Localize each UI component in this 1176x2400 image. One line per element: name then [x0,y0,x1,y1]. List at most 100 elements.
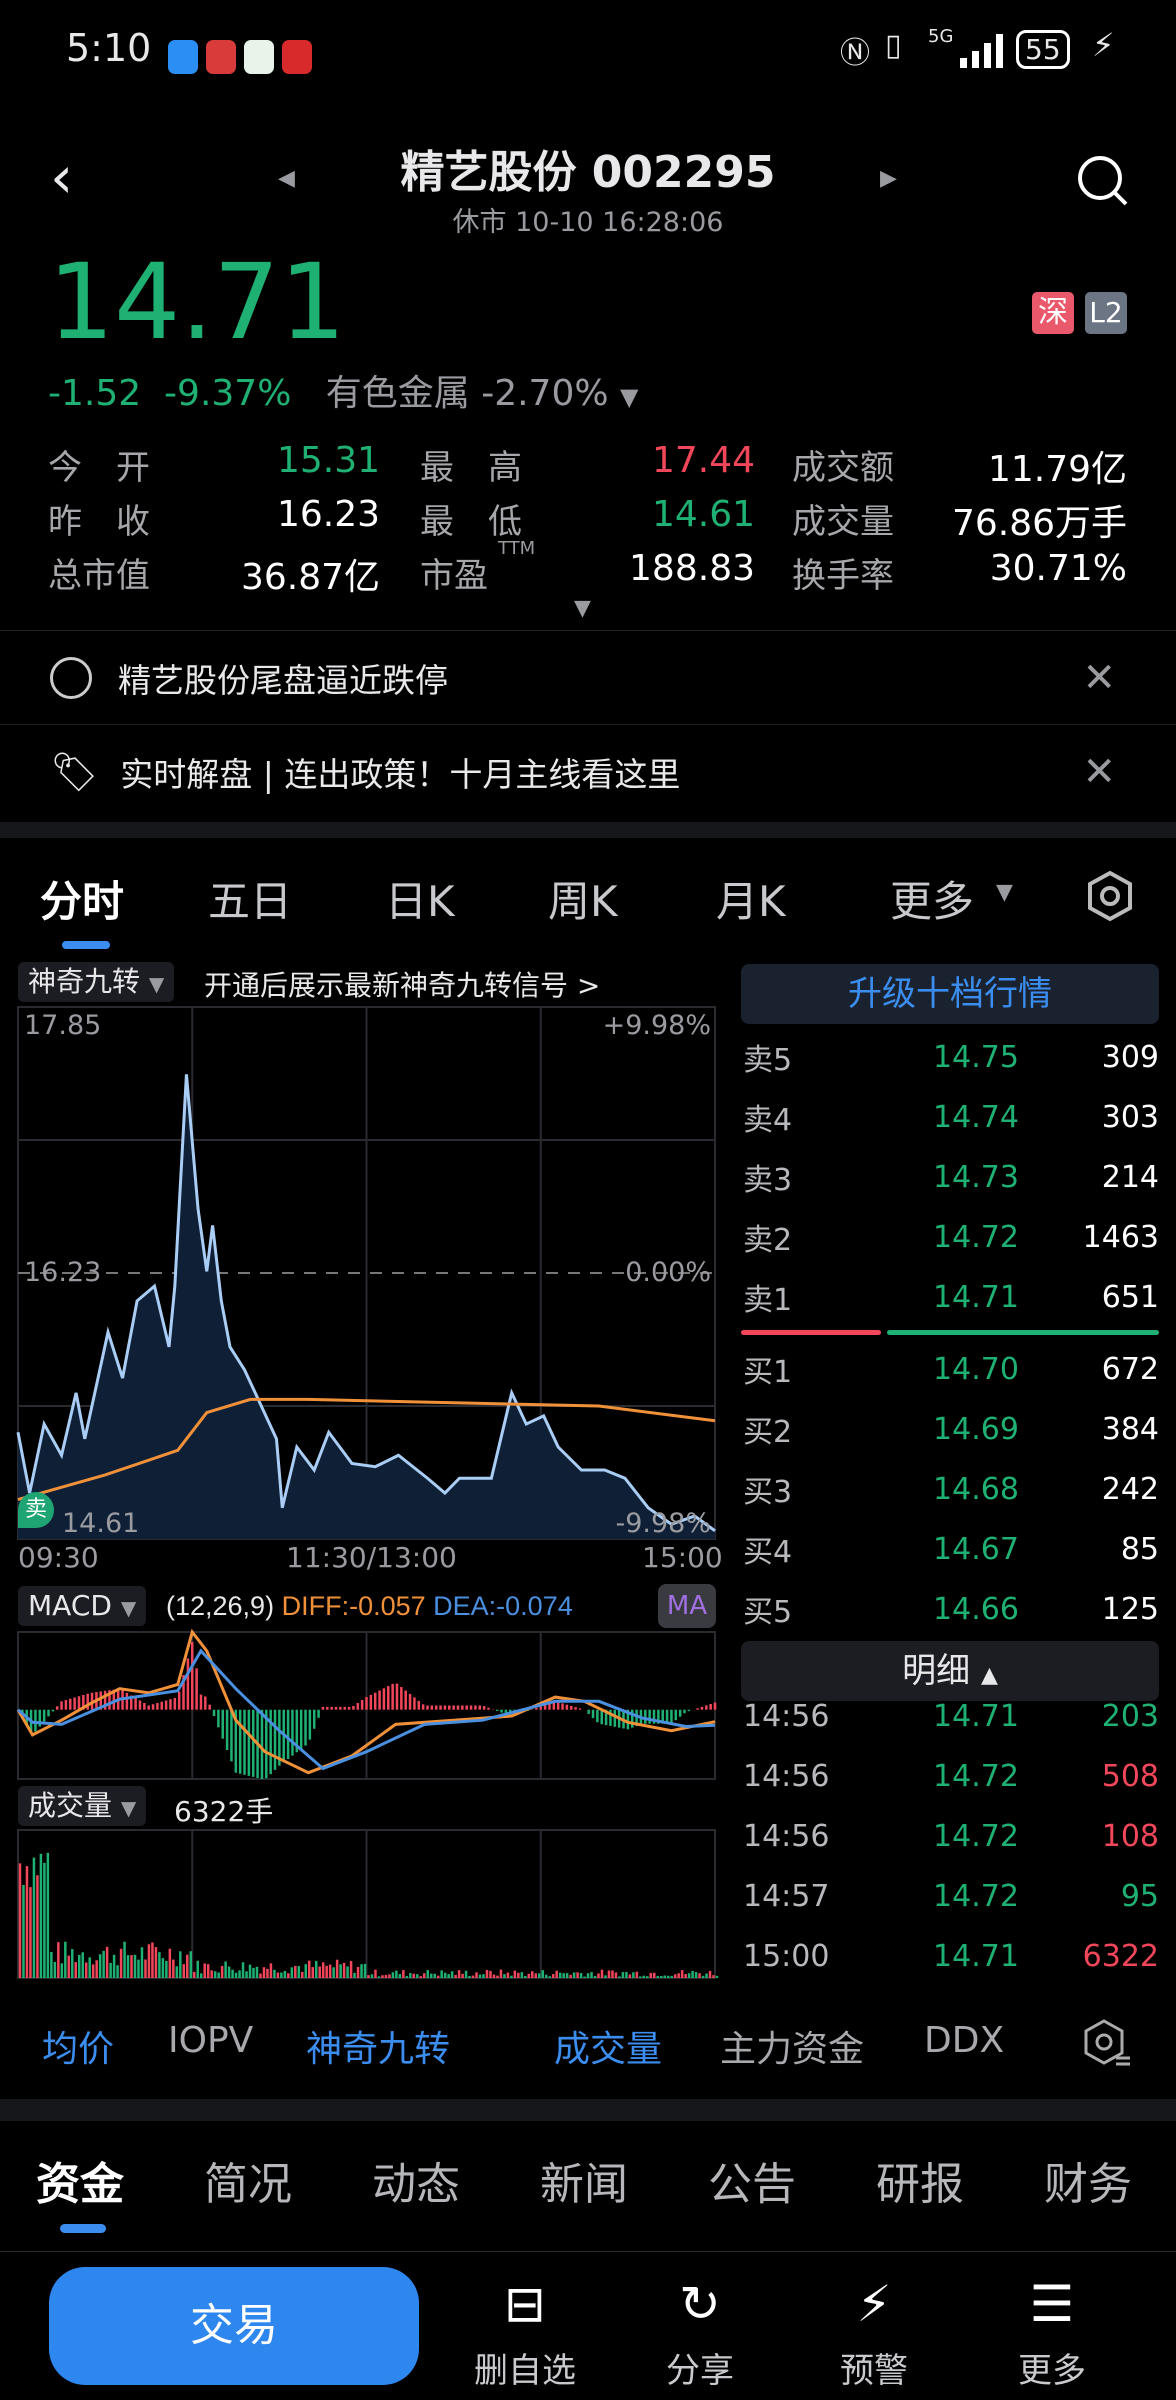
dea-line [17,1648,716,1771]
action-remove-watchlist[interactable]: ⊟ 删自选 [455,2275,595,2392]
close-icon[interactable]: ✕ [1082,655,1116,701]
sector-link[interactable]: 有色金属 -2.70% ▼ [326,373,639,414]
tab-3[interactable]: 周K [548,877,618,926]
indicator-dropdown[interactable]: 神奇九转 ▼ [18,962,175,1002]
bid-row[interactable]: 买5 14.66 125 [741,1579,1159,1639]
prev-stock-button[interactable]: ◀ [278,166,295,191]
tab-2[interactable]: 日K [385,877,455,926]
row-price: 14.71 [933,1698,1019,1734]
row-label: 买4 [743,1535,793,1570]
alert-icon: ⚡ [856,2275,892,2333]
section-gap [0,822,1176,838]
volume-dropdown[interactable]: 成交量 ▼ [18,1786,147,1826]
market-status: 休市 10-10 16:28:06 [452,207,724,238]
vibrate-icon: ▯ [885,28,902,63]
search-icon [1078,156,1128,206]
next-stock-button[interactable]: ▶ [880,166,897,191]
info-tab-0[interactable]: 资金 [36,2159,124,2210]
stat-label: 成交额 [792,448,894,488]
status-bar: 5:10 Ⓝ ▯ 5G 55 ⚡ [0,22,1176,78]
back-button[interactable]: ‹ [50,143,74,211]
action-more[interactable]: ☰ 更多 [982,2275,1122,2392]
caret-up-icon: ▲ [980,1663,998,1688]
current-price: 14.71 [48,241,346,363]
stat-value: 76.86万手 [951,503,1127,544]
macd-label: MACD [28,1589,112,1622]
upgrade-level2-button[interactable]: 升级十档行情 [741,964,1159,1024]
action-alert[interactable]: ⚡ 预警 [804,2275,944,2392]
x-label-mid: 11:30/13:00 [286,1541,457,1574]
intraday-chart[interactable] [0,1000,730,2000]
chart-settings-button[interactable] [1084,870,1136,922]
row-volume: 309 [1101,1039,1159,1075]
ask-row[interactable]: 卖1 14.71 651 [741,1267,1159,1327]
price-change: -1.52 [48,373,142,414]
tab-1[interactable]: 五日 [208,877,293,926]
charging-icon: ⚡ [1092,26,1115,64]
tab-4[interactable]: 月K [716,877,786,926]
row-price: 14.72 [933,1818,1019,1854]
change-row: -1.52 -9.37% 有色金属 -2.70% ▼ [48,364,639,416]
divider [0,724,1176,725]
bid-row[interactable]: 买3 14.68 242 [741,1459,1159,1519]
row-label: 买1 [743,1355,793,1390]
action-label: 更多 [1018,2351,1086,2391]
bid-ratio-bar [887,1330,1159,1335]
notice-row[interactable]: 精艺股份尾盘逼近跌停 ✕ [0,632,1176,724]
ask-row[interactable]: 卖2 14.72 1463 [741,1207,1159,1267]
info-tab-5[interactable]: 研报 [876,2159,964,2210]
sell-signal-marker[interactable]: 卖 [18,1492,54,1528]
promo-link[interactable]: 开通后展示最新神奇九转信号 > [204,969,601,1002]
row-price: 14.68 [933,1471,1019,1507]
tick-row[interactable]: 14:56 14.72 108 [741,1806,1159,1866]
info-tab-3[interactable]: 新闻 [540,2159,628,2210]
stat-label: 今 开 [48,448,150,488]
indicator-tab-2[interactable]: 神奇九转 [306,2029,451,2070]
indicator-tab-3[interactable]: 成交量 [554,2029,663,2070]
notice-row[interactable]: 🏷 实时解盘 | 连出政策！十月主线看这里 ✕ [0,726,1176,818]
info-tab-6[interactable]: 财务 [1044,2159,1132,2210]
stat-value: 17.44 [651,440,755,481]
tick-row[interactable]: 14:56 14.71 203 [741,1686,1159,1746]
info-tab-1[interactable]: 简况 [204,2159,292,2210]
row-volume: 214 [1101,1159,1159,1195]
row-label: 14:56 [743,1818,830,1854]
ask-row[interactable]: 卖5 14.75 309 [741,1027,1159,1087]
close-icon[interactable]: ✕ [1082,749,1116,795]
macd-diff: DIFF:-0.057 [281,1591,426,1621]
indicator-tab-1[interactable]: IOPV [168,2020,254,2061]
tick-row[interactable]: 14:56 14.72 508 [741,1746,1159,1806]
indicator-tab-5[interactable]: DDX [924,2020,1005,2061]
tick-row[interactable]: 15:00 14.71 6322 [741,1926,1159,1986]
info-tab-4[interactable]: 公告 [708,2159,796,2210]
row-price: 14.75 [933,1039,1019,1075]
ask-row[interactable]: 卖4 14.74 303 [741,1087,1159,1147]
row-price: 14.73 [933,1159,1019,1195]
battery-icon: 55 [1016,30,1070,69]
bid-row[interactable]: 买2 14.69 384 [741,1399,1159,1459]
detail-toggle[interactable]: 明细 ▲ [741,1641,1159,1701]
bid-row[interactable]: 买4 14.67 85 [741,1519,1159,1579]
expand-stats-icon[interactable]: ▼ [574,596,591,621]
info-tab-2[interactable]: 动态 [372,2159,460,2210]
action-share[interactable]: ↻ 分享 [630,2275,770,2392]
rotate-chart-button[interactable]: MA [658,1584,716,1628]
row-volume: 303 [1101,1099,1159,1135]
tab-5[interactable]: 更多 [890,877,975,926]
indicator-tab-0[interactable]: 均价 [42,2029,115,2070]
stat-sup: TTM [498,538,536,559]
indicator-settings-button[interactable] [1082,2018,1132,2068]
macd-dropdown[interactable]: MACD ▼ [18,1586,147,1626]
trade-button[interactable]: 交易 [49,2267,419,2385]
macd-dea: DEA:-0.074 [433,1591,573,1621]
stat-value: 14.61 [651,494,755,535]
indicator-label: 神奇九转 [28,965,141,998]
search-button[interactable] [1076,154,1132,210]
bid-row[interactable]: 买1 14.70 672 [741,1339,1159,1399]
tick-row[interactable]: 14:57 14.72 95 [741,1866,1159,1926]
ask-row[interactable]: 卖3 14.73 214 [741,1147,1159,1207]
indicator-tab-4[interactable]: 主力资金 [720,2029,865,2070]
tab-0[interactable]: 分时 [40,877,125,926]
stat-label: 成交量 [792,502,894,542]
row-label: 14:57 [743,1878,830,1914]
